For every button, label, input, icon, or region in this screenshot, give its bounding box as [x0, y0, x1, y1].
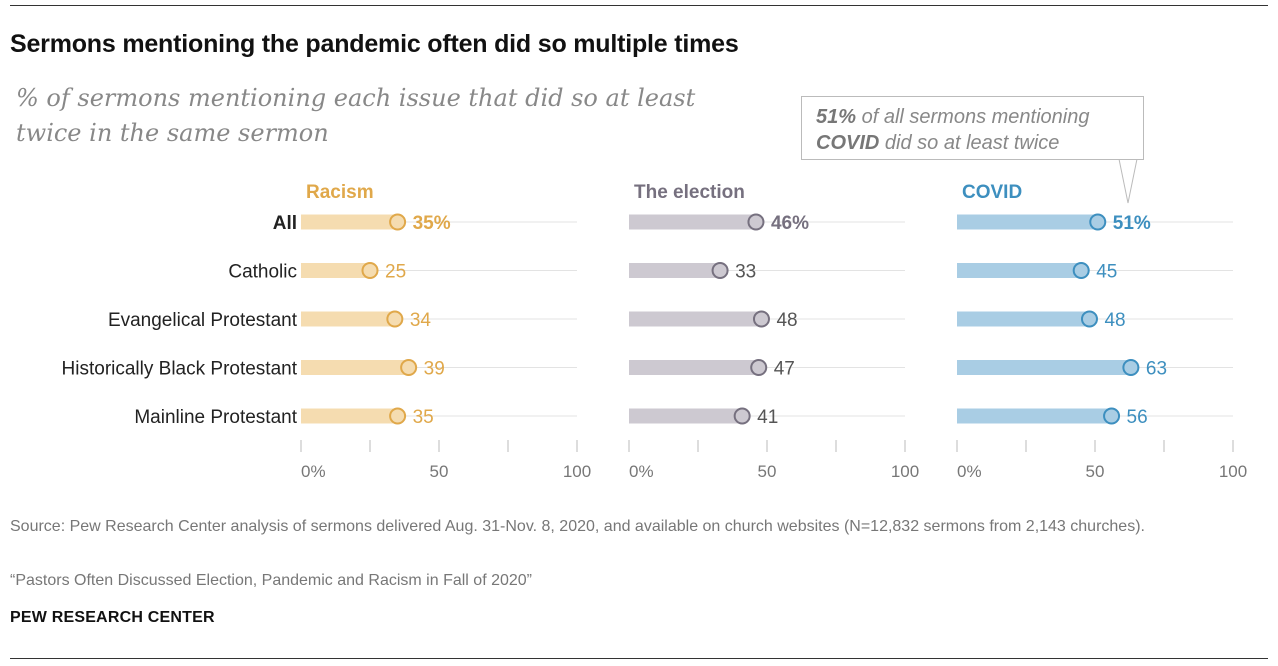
data-label: 35 [413, 407, 434, 428]
data-point [750, 359, 768, 376]
bar [957, 311, 1090, 327]
bar [301, 214, 398, 230]
bar [301, 408, 398, 424]
data-label: 51% [1113, 213, 1151, 234]
bar [957, 360, 1131, 375]
data-label: 35% [413, 213, 451, 234]
data-point [386, 310, 404, 328]
data-label: 48 [776, 310, 797, 331]
data-label: 45 [1096, 262, 1117, 283]
bar [957, 408, 1112, 424]
tick-label: 100 [891, 462, 919, 481]
bar [957, 263, 1082, 278]
bottom-rule [10, 658, 1268, 659]
annotation-text-2: did so at least twice [879, 132, 1060, 154]
data-point [711, 262, 729, 279]
series-header: Racism [306, 182, 374, 203]
tick-label: 0% [301, 462, 326, 481]
bar [629, 214, 756, 230]
data-label: 63 [1146, 359, 1167, 380]
bar [301, 360, 409, 375]
annotation-covid: COVID [816, 132, 880, 154]
category-label: Catholic [228, 262, 297, 283]
chart-title: Sermons mentioning the pandemic often di… [10, 30, 739, 58]
series-header: The election [634, 182, 745, 203]
data-label: 46% [771, 213, 809, 234]
bar [629, 311, 762, 327]
data-label: 34 [410, 310, 432, 331]
category-label: Mainline Protestant [134, 407, 297, 428]
tick-label: 50 [430, 462, 449, 481]
annotation-text-1: of all sermons mentioning [856, 106, 1090, 128]
data-label: 48 [1104, 310, 1125, 331]
data-point [752, 310, 770, 328]
tick-label: 0% [629, 462, 654, 481]
data-label: 25 [385, 262, 406, 283]
report-title: “Pastors Often Discussed Election, Pande… [10, 572, 533, 589]
bar [301, 311, 395, 327]
data-point [361, 262, 379, 279]
category-label: Historically Black Protestant [62, 359, 298, 380]
bar [957, 214, 1098, 230]
data-label: 56 [1127, 407, 1148, 428]
data-label: 41 [757, 407, 778, 428]
annotation-pct: 51% [816, 106, 857, 128]
bar [629, 360, 759, 375]
tick-label: 50 [758, 462, 777, 481]
source-note: Source: Pew Research Center analysis of … [10, 518, 1145, 535]
data-label: 47 [774, 359, 795, 380]
data-point [1103, 407, 1121, 425]
data-point [747, 213, 765, 231]
category-label: Evangelical Protestant [108, 310, 298, 331]
brand-logo-text: PEW RESEARCH CENTER [10, 609, 215, 626]
annotation-pointer [1118, 158, 1138, 204]
covid-annotation: 51% of all sermons mentioning COVID did s… [801, 96, 1144, 160]
data-point [733, 407, 751, 425]
bar [629, 408, 743, 424]
data-point [389, 213, 407, 231]
bar [629, 263, 721, 278]
tick-label: 50 [1086, 462, 1105, 481]
data-point [1089, 213, 1107, 231]
category-label: All [273, 213, 297, 234]
data-point [400, 359, 418, 376]
top-rule [10, 5, 1268, 6]
chart-subtitle: % of sermons mentioning each issue that … [16, 84, 696, 147]
series-header: COVID [962, 182, 1022, 203]
tick-label: 100 [1219, 462, 1247, 481]
data-point [1122, 359, 1140, 376]
data-point [1072, 262, 1090, 279]
data-point [389, 407, 407, 425]
bar [301, 263, 370, 278]
tick-label: 100 [563, 462, 591, 481]
data-label: 33 [735, 262, 756, 283]
tick-label: 0% [957, 462, 982, 481]
data-point [1080, 310, 1098, 328]
data-label: 39 [424, 359, 445, 380]
